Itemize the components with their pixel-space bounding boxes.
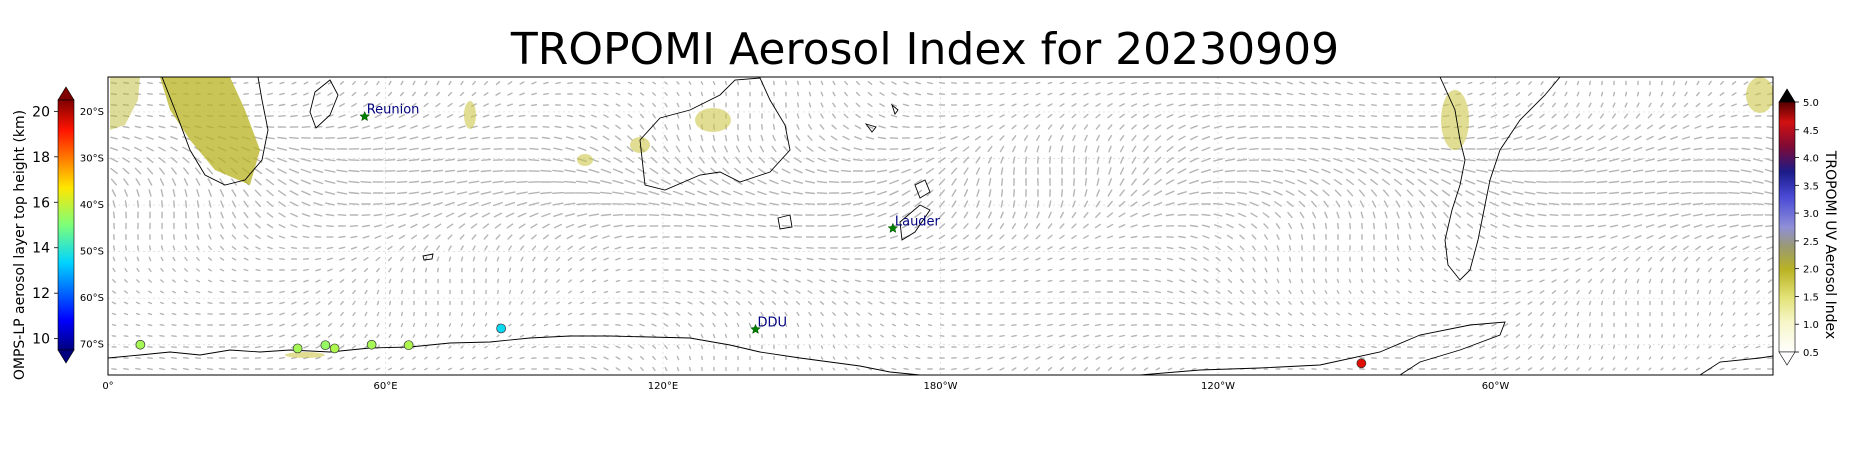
omps-point <box>292 343 303 354</box>
right-colorbar-bar <box>1778 101 1796 353</box>
right-colorbar-min-arrow <box>1778 351 1796 366</box>
longitude-labels: 0° 60°E 120°E 180°W 120°W 60°W <box>102 381 1509 392</box>
right-colorbar-tick-label: 0.5 <box>1803 348 1819 359</box>
left-colorbar-ticks: 10 12 14 16 18 20 <box>32 104 58 348</box>
lat-label: 70°S <box>80 340 104 351</box>
stations: Reunion Lauder DDU <box>359 103 941 334</box>
omps-point <box>320 340 331 351</box>
left-colorbar-tick-label: 16 <box>32 195 50 211</box>
lon-label: 60°W <box>1482 381 1510 392</box>
right-colorbar-tick-label: 2.5 <box>1803 237 1819 248</box>
right-colorbar-tick-label: 2.0 <box>1803 265 1819 276</box>
station-label: Lauder <box>895 214 941 229</box>
station-marker <box>359 110 371 122</box>
right-colorbar-max-arrow <box>1778 88 1796 103</box>
omps-points <box>135 323 1367 369</box>
station-label: DDU <box>758 315 788 330</box>
lon-label: 180°W <box>924 381 958 392</box>
station-label: Reunion <box>367 103 420 118</box>
left-colorbar-tick-label: 18 <box>32 150 50 166</box>
aerosol-plume-africa <box>110 77 260 185</box>
right-colorbar-ticks: 0.5 1.0 1.5 2.0 2.5 3.0 3.5 4.0 4.5 5.0 <box>1795 98 1819 359</box>
left-colorbar-min-arrow <box>57 349 75 364</box>
latitude-labels: 20°S 30°S 40°S 50°S 60°S 70°S <box>80 107 104 351</box>
left-colorbar-tick-label: 12 <box>32 286 50 302</box>
left-colorbar-max-arrow <box>57 86 75 101</box>
lat-label: 60°S <box>80 293 104 304</box>
right-colorbar-tick-label: 3.0 <box>1803 209 1819 220</box>
lat-label: 50°S <box>80 247 104 258</box>
right-colorbar-tick-label: 3.5 <box>1803 181 1819 192</box>
lon-label: 0° <box>102 381 113 392</box>
map-frame <box>107 76 1774 376</box>
right-colorbar-tick-label: 1.5 <box>1803 292 1819 303</box>
right-colorbar-tick-label: 1.0 <box>1803 320 1819 331</box>
right-colorbar-tick-label: 5.0 <box>1803 98 1819 109</box>
left-colorbar-tick-label: 14 <box>32 241 50 257</box>
omps-point <box>496 323 506 334</box>
left-colorbar: 10 12 14 16 18 20 <box>32 86 75 364</box>
omps-point <box>329 343 340 354</box>
station-marker <box>887 222 899 233</box>
coastlines <box>108 77 1773 375</box>
omps-point <box>1356 358 1367 369</box>
right-colorbar-tick-label: 4.5 <box>1803 126 1819 137</box>
station-marker <box>750 323 761 334</box>
wind-arrow-field <box>109 80 1773 372</box>
right-colorbar: 0.5 1.0 1.5 2.0 2.5 3.0 3.5 4.0 4.5 5.0 <box>1778 88 1819 366</box>
lat-label: 20°S <box>80 107 104 118</box>
lon-label: 120°W <box>1201 381 1235 392</box>
omps-point <box>366 339 377 350</box>
omps-point <box>403 340 414 351</box>
lat-label: 30°S <box>80 153 104 164</box>
right-colorbar-tick-label: 4.0 <box>1803 154 1819 165</box>
left-colorbar-tick-label: 20 <box>32 104 50 120</box>
lat-label: 40°S <box>80 200 104 211</box>
omps-point <box>135 339 146 350</box>
lon-label: 120°E <box>648 381 678 392</box>
chart-title: TROPOMI Aerosol Index for 20230909 <box>510 24 1340 75</box>
lon-label: 60°E <box>373 381 397 392</box>
left-colorbar-tick-label: 10 <box>32 332 50 348</box>
left-colorbar-bar <box>57 99 75 351</box>
wind-vectors <box>109 80 1773 372</box>
map-content: Reunion Lauder DDU <box>108 77 1773 375</box>
aerosol-patches <box>285 77 1773 358</box>
